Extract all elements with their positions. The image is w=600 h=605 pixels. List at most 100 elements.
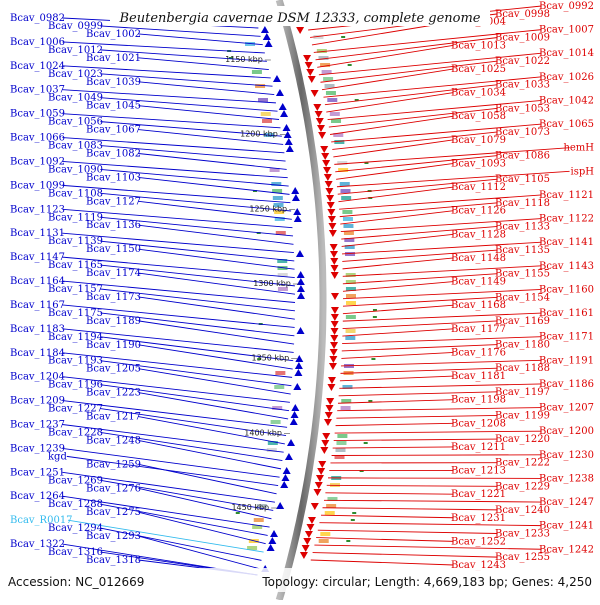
right-leader-line: [343, 258, 454, 269]
left-gene-label: Bcav_1127: [86, 196, 141, 207]
left-gene-label: Bcav_1275: [86, 507, 141, 518]
forward-gene-arrow: [315, 111, 323, 118]
forward-gene-arrow: [308, 76, 316, 83]
right-gene-label: Bcav_1181: [451, 371, 506, 382]
forward-gene-arrow: [296, 27, 304, 34]
right-leader-line: [342, 234, 454, 246]
forward-feature-box: [340, 189, 350, 193]
reverse-gene-arrow: [276, 89, 284, 96]
right-leader-line: [327, 485, 498, 486]
right-leader-line: [342, 329, 453, 336]
forward-feature-box: [320, 532, 330, 536]
forward-gene-arrow: [328, 223, 336, 230]
forward-gene-arrow: [331, 328, 339, 335]
gc-marker: [351, 519, 355, 521]
reverse-feature-box: [252, 70, 262, 74]
right-leader-line: [324, 500, 542, 502]
left-gene-label: Bcav_1103: [86, 172, 141, 183]
right-gene-label: Bcav_1208: [451, 418, 506, 429]
right-gene-label: Bcav_1079: [451, 135, 506, 146]
gc-marker: [341, 36, 345, 38]
forward-feature-box: [341, 406, 351, 410]
forward-gene-arrow: [321, 153, 329, 160]
right-leader-line: [325, 493, 453, 494]
forward-gene-arrow: [315, 482, 323, 489]
reverse-feature-box: [262, 119, 272, 123]
right-gene-label: Bcav_1112: [451, 182, 506, 193]
left-gene-label: Bcav_1082: [86, 149, 141, 160]
gc-marker: [371, 358, 375, 360]
right-gene-label: Bcav_1149: [451, 277, 506, 288]
forward-feature-box: [327, 98, 337, 102]
forward-feature-box: [330, 112, 340, 116]
reverse-gene-arrow: [287, 439, 295, 446]
forward-gene-arrow: [302, 545, 310, 552]
reverse-feature-box: [261, 112, 271, 116]
left-gene-label: Bcav_1045: [86, 101, 141, 112]
right-gene-label: Bcav_1177: [451, 324, 506, 335]
forward-gene-arrow: [327, 202, 335, 209]
kbp-label: 1250 kbp: [249, 204, 287, 213]
forward-gene-arrow: [329, 363, 337, 370]
right-gene-label: hemH: [563, 143, 594, 154]
left-leader-line: [138, 321, 294, 344]
right-gene-label: Bcav_1025: [451, 64, 506, 75]
reverse-feature-box: [273, 196, 283, 200]
reverse-gene-arrow: [297, 327, 305, 334]
forward-gene-arrow: [328, 216, 336, 223]
forward-gene-arrow: [311, 90, 319, 97]
forward-gene-arrow: [300, 552, 308, 559]
right-gene-label: Bcav_1168: [451, 300, 506, 311]
forward-gene-arrow: [324, 419, 332, 426]
right-leader-line: [318, 530, 498, 533]
forward-gene-arrow: [316, 475, 324, 482]
forward-gene-arrow: [318, 132, 326, 139]
right-gene-label: Bcav_1148: [451, 253, 506, 264]
reverse-gene-arrow: [261, 26, 269, 33]
forward-gene-arrow: [324, 174, 332, 181]
right-leader-line: [338, 400, 454, 404]
forward-gene-arrow: [320, 146, 328, 153]
forward-gene-arrow: [330, 335, 338, 342]
reverse-feature-box: [274, 385, 284, 389]
forward-gene-arrow: [331, 314, 339, 321]
gc-marker: [352, 512, 356, 514]
left-gene-label: kgd: [48, 451, 67, 462]
right-leader-line: [313, 553, 498, 558]
forward-gene-arrow: [330, 258, 338, 265]
reverse-gene-arrow: [291, 411, 299, 418]
left-gene-label: Bcav_1021: [86, 53, 141, 64]
forward-feature-box: [319, 539, 329, 543]
reverse-gene-arrow: [270, 530, 278, 537]
forward-gene-arrow: [325, 412, 333, 419]
right-leader-line: [341, 352, 453, 358]
forward-feature-box: [340, 182, 350, 186]
left-leader-line: [138, 440, 281, 468]
left-leader-line: [138, 536, 259, 569]
reverse-gene-arrow: [273, 75, 281, 82]
right-gene-label: Bcav_1034: [451, 88, 506, 99]
reverse-gene-arrow: [297, 271, 305, 278]
forward-gene-arrow: [316, 118, 324, 125]
kbp-label: 1200 kbp: [240, 130, 278, 139]
reverse-gene-arrow: [283, 467, 291, 474]
forward-feature-box: [341, 196, 351, 200]
reverse-gene-arrow: [280, 110, 288, 117]
forward-feature-box: [346, 315, 356, 319]
left-leader-line: [138, 177, 289, 194]
reverse-gene-arrow: [296, 250, 304, 257]
map-title: Beutenbergia cavernae DSM 12333, complet…: [118, 11, 480, 26]
gc-marker: [373, 316, 377, 318]
left-gene-label: Bcav_1150: [86, 244, 141, 255]
forward-gene-arrow: [313, 489, 321, 496]
left-leader-line: [138, 82, 274, 95]
right-gene-label: Bcav_1058: [451, 111, 506, 122]
right-leader-line: [330, 116, 454, 134]
right-gene-label: Bcav_1252: [451, 536, 506, 547]
forward-gene-arrow: [331, 321, 339, 328]
forward-gene-arrow: [325, 405, 333, 412]
forward-gene-arrow: [311, 503, 319, 510]
kbp-label: 1300 kbp: [253, 279, 291, 288]
